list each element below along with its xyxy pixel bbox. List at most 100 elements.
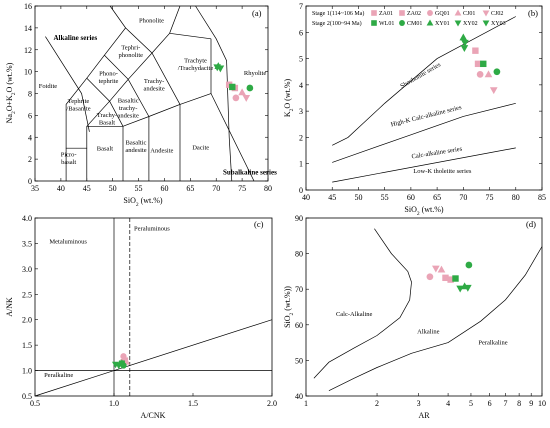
panel-a-boundaries (45, 5, 255, 182)
tas-boundary-line (104, 54, 150, 117)
legend-code-cj01: CJ01 (463, 11, 475, 17)
region-label: Dacite (192, 144, 209, 151)
y-tick-label: 4 (299, 81, 303, 90)
legend-code-cj02: CJ02 (491, 11, 503, 17)
x-tick-label: 40 (57, 184, 65, 193)
y-tick-label: 2.5 (22, 290, 32, 299)
panel-a-points (213, 62, 254, 102)
panel-c-acnk-ank-diagram: (c) 0.5 1.0 1.5 2.0 0.5 1.0 1.5 2.0 2.5 3.0 3.5 4.0… (5, 214, 277, 420)
panel-d-points (426, 261, 473, 293)
tas-boundary-line (169, 32, 212, 40)
legend-stage-label: Stage 1(114~106 Ma) (312, 10, 364, 17)
y-tick-label: 5 (299, 55, 303, 64)
calc-alkaline-alkaline-boundary (313, 228, 412, 379)
y-tick-label: 2 (28, 155, 32, 164)
x-tick-label: 1.5 (188, 399, 198, 408)
region-label: Basaltic trachy-andesite (118, 97, 139, 119)
data-point-za02 (447, 276, 454, 283)
panel-c-label: (c) (254, 219, 264, 229)
y-tick-label: 1.0 (22, 367, 32, 376)
data-point-gq01 (232, 94, 240, 102)
panel-d-ar-sio2-diagram: (d) 1 2 3 4 5 6 7 8 9 10 40 50 60 70 80 90 Calc-Alkalin… (283, 214, 546, 420)
panel-d-boundaries (313, 228, 543, 392)
y-tick-label: 16 (24, 2, 32, 11)
legend-code-xy01: XY01 (435, 21, 450, 27)
k2o-boundary-line (332, 147, 516, 183)
region-label: Trachyte/Trachydacite (178, 57, 214, 72)
y-tick-label: 50 (295, 356, 303, 365)
region-label: Tephrite/Basanite (66, 98, 90, 113)
panel-d-frame (305, 217, 543, 397)
y-tick-label: 7 (299, 2, 303, 11)
y-tick-label: 12 (24, 46, 32, 55)
panel-d-label: (d) (526, 219, 536, 229)
x-tick-label: 60 (407, 193, 415, 202)
data-point-xy03 (111, 361, 120, 369)
region-label: Basaltic andesite (125, 139, 146, 154)
x-tick-label: 55 (135, 184, 143, 193)
series-label: Subalkaline series (223, 168, 277, 176)
data-point-cm01 (246, 84, 254, 92)
x-tick-label: 45 (83, 184, 91, 193)
legend-code-xy02: XY02 (463, 21, 478, 27)
data-point-wl01 (480, 60, 487, 68)
x-tick-label: 6 (488, 399, 492, 408)
legend-code-za02: ZA02 (407, 11, 421, 17)
panel-a-ylabel: Na2O+K2O (wt.%) (5, 62, 17, 123)
y-tick-label: 0 (299, 186, 303, 195)
region-label: Low-K tholeiite series (413, 168, 472, 175)
y-tick-label: 6 (299, 28, 303, 37)
data-point-xy01 (459, 33, 468, 41)
x-tick-label: 0.5 (30, 399, 40, 408)
legend-marker-za01 (371, 10, 377, 16)
data-point-za02 (474, 60, 482, 68)
tas-boundary-line (86, 5, 181, 127)
legend-code-wl01: WL01 (379, 21, 394, 27)
data-point-xy03 (460, 45, 469, 53)
panel-b-boundaries (332, 16, 516, 183)
y-tick-label: 40 (295, 392, 303, 401)
k2o-boundary-line (332, 16, 516, 146)
y-tick-label: 70 (295, 285, 303, 294)
panel-d-ylabel: SiO2 (wt.%)) (283, 286, 295, 328)
region-label: Peralkaline (44, 372, 73, 379)
region-label: Calc-alkaline series (411, 146, 463, 161)
legend-code-cm01: CM01 (407, 21, 422, 27)
panel-b-label: (b) (528, 8, 538, 18)
panel-a-tas-diagram: (a) 35 40 45 50 55 60 65 70 75 80 0 2 4 6 8 10 12 14 16 Ph… (5, 2, 277, 208)
region-label: Shoshonite series (399, 61, 442, 90)
panel-c-frame (34, 217, 273, 397)
x-tick-label: 2 (375, 399, 379, 408)
region-label: Phonolite (139, 17, 164, 24)
x-tick-label: 50 (109, 184, 117, 193)
panel-d-xlabel: AR (418, 411, 430, 420)
panel-c-boundaries (34, 218, 273, 397)
data-point-wl01 (452, 275, 459, 282)
legend-marker-cm01 (399, 20, 405, 26)
x-tick-label: 5 (469, 399, 473, 408)
x-tick-label: 60 (160, 184, 168, 193)
x-tick-label: 75 (238, 184, 246, 193)
panel-c-ticks: 0.5 1.0 1.5 2.0 0.5 1.0 1.5 2.0 2.5 3.0 3.5 4.0 (22, 214, 277, 408)
data-point-cm01 (465, 261, 473, 269)
x-tick-label: 70 (459, 193, 467, 202)
series-label: Alkaline series (54, 34, 98, 42)
region-label: Trachy-andesite (143, 78, 164, 93)
tas-boundary-line (65, 5, 127, 149)
y-tick-label: 60 (295, 321, 303, 330)
panel-b-ylabel: K2O (wt.%) (283, 79, 295, 118)
k2o-boundary-line (332, 102, 516, 163)
y-tick-label: 0 (28, 177, 32, 186)
acnk-ank-diagonal (34, 319, 273, 397)
x-tick-label: 8 (517, 399, 521, 408)
x-tick-label: 45 (328, 193, 336, 202)
region-label: Tephri-phonolite (119, 44, 144, 59)
x-tick-label: 3 (417, 399, 421, 408)
data-point-cj01 (484, 70, 493, 78)
panel-a-ticks: 35 40 45 50 55 60 65 70 75 80 0 2 4 6 8 10 12 14 16 (24, 2, 272, 193)
y-tick-label: 4.0 (22, 214, 32, 223)
data-point-xy03 (463, 284, 472, 292)
panel-c-ylabel: A/NK (5, 297, 14, 317)
data-point-cj02 (242, 94, 251, 102)
